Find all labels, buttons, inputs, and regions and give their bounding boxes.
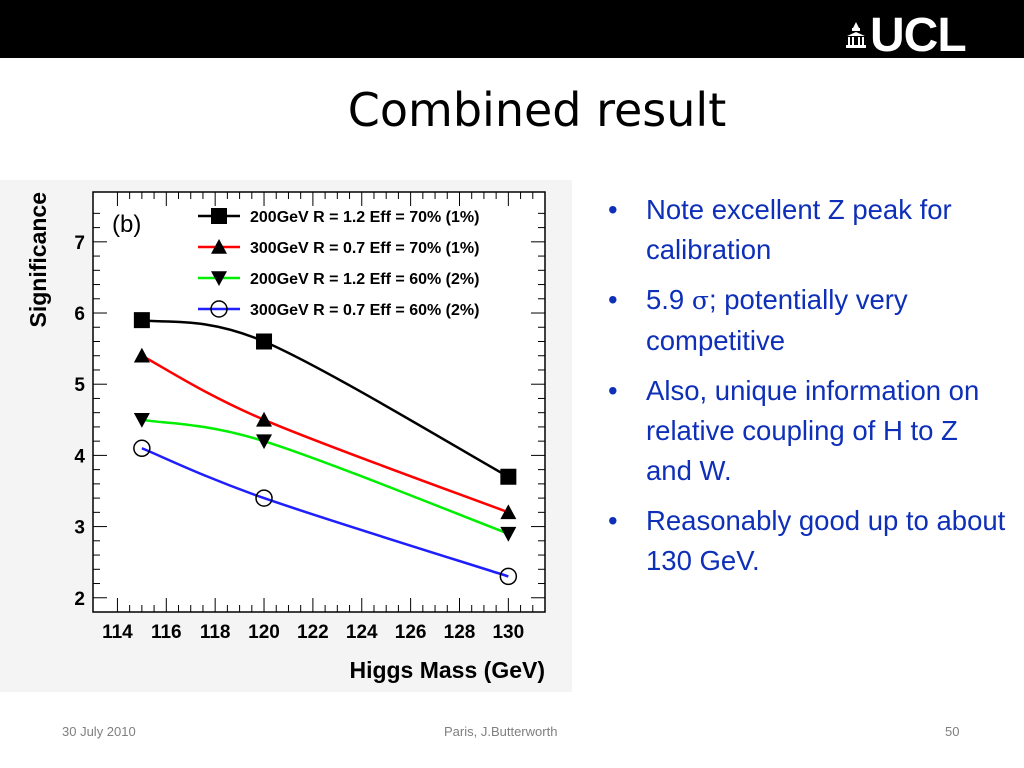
data-point-series-3 (256, 434, 273, 450)
y-tick-label: 6 (74, 304, 85, 325)
legend-marker-4 (210, 300, 228, 318)
bullet-marker: • (608, 194, 618, 225)
y-tick-label: 4 (74, 446, 85, 467)
data-point-series-4 (133, 439, 151, 458)
footer-date: 30 July 2010 (62, 724, 136, 739)
slide-title: Combined result (347, 83, 727, 137)
bullet-text: Note excellent Z peak for calibration (646, 194, 952, 265)
data-point-series-2 (133, 347, 150, 363)
x-axis-label: Higgs Mass (GeV) (349, 657, 545, 683)
bullet-text: Reasonably good up to about 130 GeV. (646, 505, 1006, 576)
y-tick-label: 2 (74, 589, 85, 610)
sigma-symbol: σ (691, 286, 709, 315)
x-tick-label: 114 (102, 622, 133, 643)
bullet-item: • 5.9 σ; potentially very competitive (606, 280, 1006, 361)
series-line-2 (141, 354, 509, 514)
ucl-logo: UCL (846, 9, 967, 62)
legend-label: 300GeV R = 0.7 Eff = 60% (2%) (250, 302, 479, 319)
y-tick-label: 5 (74, 375, 85, 396)
series-line-4 (141, 447, 509, 578)
data-point-series-1 (500, 468, 517, 485)
panel-label: (b) (112, 211, 141, 238)
x-tick-label: 116 (151, 622, 182, 643)
data-point-series-3 (500, 526, 517, 542)
bullet-item: • Note excellent Z peak for calibration (606, 190, 1006, 270)
data-point-series-2 (256, 411, 273, 427)
plot-frame (92, 191, 546, 613)
legend-label: 200GeV R = 1.2 Eff = 70% (1%) (250, 209, 479, 226)
footer-page-number: 50 (945, 724, 960, 739)
y-tick-label: 7 (74, 233, 85, 254)
y-axis-label: Significance (25, 192, 51, 327)
series-line-1 (141, 318, 509, 478)
legend-marker-2 (211, 239, 227, 254)
significance-chart: 114 116 118 120 122 124 126 128 130 2 3 4 5 6 7 Higgs M… (25, 191, 546, 683)
bullet-text-post: ; potentially very competitive (646, 284, 908, 356)
data-point-series-4 (499, 567, 518, 586)
data-point-series-4 (255, 489, 273, 507)
data-point-series-1 (133, 312, 150, 329)
bullet-list: • Note excellent Z peak for calibration •… (606, 190, 1006, 591)
legend-marker-3 (211, 271, 227, 286)
data-point-series-1 (256, 333, 273, 350)
portico-icon (846, 22, 866, 48)
bullet-item: • Also, unique information on relative co… (606, 371, 1006, 491)
bullet-item: • Reasonably good up to about 130 GeV. (606, 501, 1006, 581)
bullet-marker: • (608, 284, 618, 315)
data-point-series-2 (500, 504, 517, 520)
bullet-text: Also, unique information on relative cou… (646, 375, 980, 486)
legend-marker-1 (211, 208, 227, 224)
footer-author: Paris, J.Butterworth (444, 724, 558, 739)
legend-label: 300GeV R = 0.7 Eff = 70% (1%) (250, 240, 479, 257)
x-tick-label: 122 (297, 622, 329, 643)
chart-panel: 114 116 118 120 122 124 126 128 130 2 3 4 5 6 7 Higgs M… (0, 180, 572, 692)
x-tick-label: 118 (200, 622, 231, 643)
legend-label: 200GeV R = 1.2 Eff = 60% (2%) (250, 271, 479, 288)
x-tick-label: 120 (248, 622, 280, 643)
x-tick-label: 130 (492, 622, 524, 643)
series-line-3 (141, 418, 509, 535)
x-tick-label: 128 (444, 622, 476, 643)
bullet-text-pre: 5.9 (646, 284, 692, 315)
bullet-marker: • (608, 505, 618, 536)
y-tick-label: 3 (74, 518, 85, 539)
data-point-series-3 (133, 412, 150, 428)
bullet-marker: • (608, 375, 618, 406)
x-tick-label: 124 (346, 622, 378, 643)
logo-text: UCL (870, 9, 967, 62)
x-tick-label: 126 (395, 622, 427, 643)
